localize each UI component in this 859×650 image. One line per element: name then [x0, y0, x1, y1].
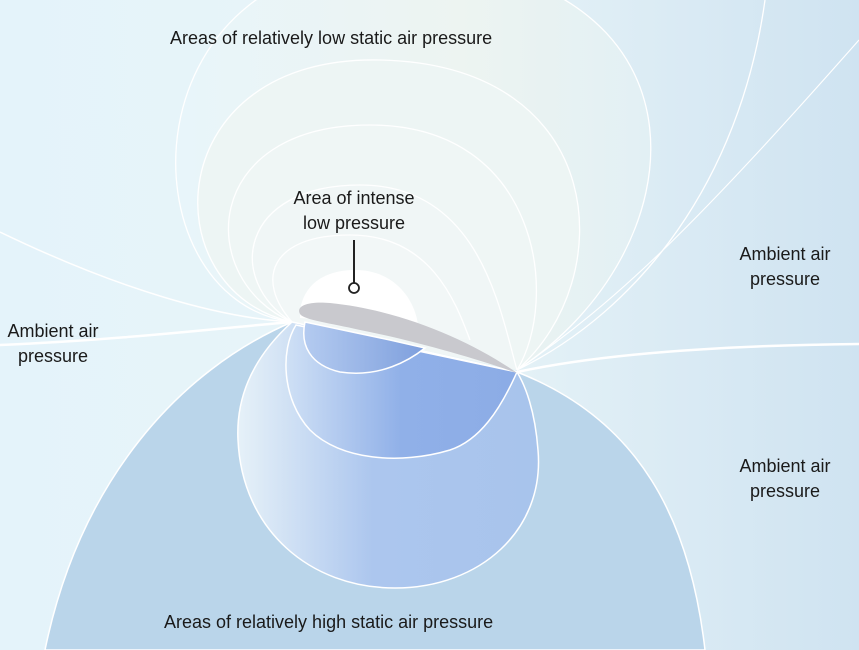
- label-ambient-right-top-line1: Ambient air: [739, 244, 831, 264]
- label-intense-low-line1: Area of intense: [293, 188, 415, 208]
- streamline-right-2: [516, 39, 859, 371]
- label-ambient-left-line2: pressure: [17, 346, 89, 366]
- label-ambient-left-line1: Ambient air: [7, 321, 99, 341]
- streamline-left-upper: [0, 231, 293, 323]
- streamline-right-upper: [516, 0, 766, 371]
- streamline-left: [0, 320, 293, 347]
- label-ambient-right-bottom-line2: pressure: [749, 481, 821, 501]
- label-low-static-pressure: Areas of relatively low static air press…: [170, 28, 493, 48]
- label-ambient-right-bottom-line1: Ambient air: [739, 456, 831, 476]
- label-intense-low-line2: low pressure: [302, 213, 406, 233]
- pointer-dot: [348, 282, 360, 294]
- label-ambient-left: Ambient air pressure: [0, 319, 128, 369]
- high-pressure-contour-3: [303, 321, 427, 374]
- airfoil: [299, 302, 517, 373]
- label-ambient-right-bottom: Ambient air pressure: [710, 454, 859, 504]
- streamline-right: [516, 342, 859, 374]
- label-intense-low-pressure: Area of intense low pressure: [270, 186, 438, 236]
- label-ambient-right-top: Ambient air pressure: [710, 242, 859, 292]
- label-ambient-right-top-line2: pressure: [749, 269, 821, 289]
- label-high-static-pressure: Areas of relatively high static air pres…: [164, 612, 494, 632]
